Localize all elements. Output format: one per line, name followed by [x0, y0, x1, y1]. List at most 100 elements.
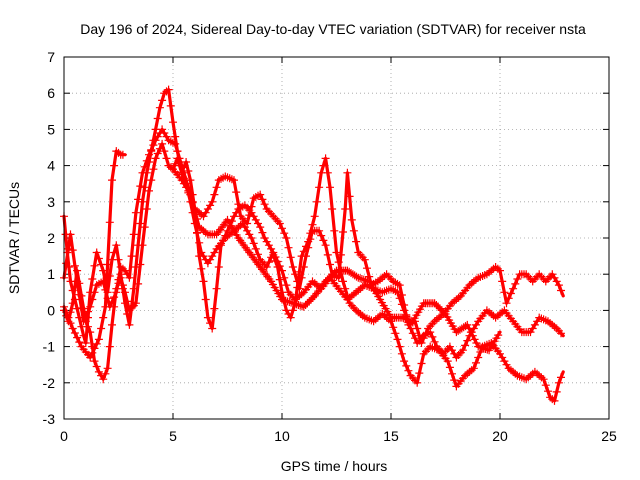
plus-marker	[230, 176, 238, 185]
plus-marker	[256, 223, 265, 232]
plus-marker	[466, 328, 475, 337]
plus-marker	[70, 261, 79, 270]
plus-marker	[494, 331, 503, 340]
plus-marker	[539, 375, 548, 384]
plus-marker	[256, 190, 265, 199]
plus-marker	[212, 183, 221, 192]
plus-marker	[293, 277, 302, 286]
plus-marker	[347, 215, 356, 224]
plus-marker	[179, 168, 188, 177]
plus-marker	[343, 291, 352, 300]
plus-marker	[77, 304, 86, 312]
plus-marker	[88, 275, 97, 283]
plus-marker	[472, 339, 481, 347]
plus-marker	[463, 336, 472, 345]
plus-marker	[280, 229, 289, 238]
plus-marker	[99, 375, 108, 384]
plus-marker	[291, 270, 300, 279]
plus-marker	[145, 186, 153, 195]
y-tick-label: 0	[47, 302, 55, 318]
plus-marker	[86, 328, 95, 337]
plus-marker	[315, 183, 324, 192]
plus-marker	[136, 219, 145, 228]
plus-marker	[68, 246, 77, 255]
plus-marker	[94, 254, 103, 263]
markers-trace-5	[169, 165, 503, 355]
plus-marker	[437, 306, 446, 315]
y-axis-label: SDTVAR / TECUs	[6, 182, 22, 294]
plus-marker	[247, 234, 256, 242]
plus-marker	[92, 248, 101, 257]
plus-marker	[474, 353, 483, 362]
plus-marker	[110, 161, 119, 170]
plus-marker	[325, 273, 334, 282]
plus-marker	[332, 248, 341, 257]
plus-marker	[90, 288, 99, 297]
plus-marker	[121, 288, 129, 297]
plus-marker	[397, 349, 406, 358]
plus-marker	[164, 85, 173, 94]
plus-marker	[140, 223, 149, 232]
plus-marker	[321, 154, 330, 163]
plus-marker	[308, 293, 317, 302]
plus-marker	[249, 239, 258, 248]
plus-marker	[428, 332, 437, 341]
plus-marker	[103, 364, 112, 373]
plus-marker	[64, 313, 73, 322]
plus-marker	[550, 396, 559, 405]
plus-marker	[281, 296, 290, 305]
plus-marker	[105, 342, 114, 351]
plus-marker	[114, 275, 123, 284]
plus-marker	[295, 284, 304, 293]
plus-marker	[188, 198, 197, 207]
plus-marker	[79, 317, 88, 326]
plus-marker	[389, 323, 398, 332]
plus-marker	[336, 250, 345, 259]
plus-marker	[147, 176, 156, 185]
plus-marker	[217, 241, 225, 250]
y-tick-label: -3	[43, 411, 56, 427]
plus-marker	[90, 357, 99, 366]
plus-marker	[299, 263, 308, 271]
plus-marker	[92, 362, 101, 371]
plus-marker	[554, 378, 563, 387]
plus-marker	[339, 228, 347, 236]
plus-marker	[101, 369, 110, 378]
plus-marker	[153, 149, 162, 158]
plus-marker	[498, 277, 507, 286]
plus-marker	[210, 304, 219, 313]
plus-marker	[101, 302, 110, 311]
plus-marker	[79, 331, 88, 340]
plus-marker	[245, 211, 254, 220]
plus-marker	[339, 277, 347, 286]
plus-marker	[212, 284, 221, 293]
plus-marker	[286, 253, 295, 262]
chart-title: Day 196 of 2024, Sidereal Day-to-day VTE…	[80, 21, 586, 37]
plus-marker	[149, 165, 158, 174]
plus-marker	[349, 226, 358, 235]
plus-marker	[195, 252, 204, 261]
plus-marker	[445, 363, 454, 372]
plus-marker	[66, 319, 75, 328]
plus-marker	[306, 235, 315, 244]
plus-marker	[99, 313, 108, 322]
plus-marker	[417, 339, 426, 347]
plus-marker	[397, 291, 406, 299]
plus-marker	[193, 228, 201, 237]
plus-marker	[511, 279, 520, 288]
plus-marker	[105, 218, 114, 227]
plus-marker	[193, 215, 201, 223]
plus-marker	[177, 161, 186, 170]
plus-marker	[208, 197, 217, 206]
plus-marker	[415, 369, 424, 378]
plus-marker	[151, 154, 160, 163]
plus-marker	[465, 324, 474, 333]
y-tick-label: 7	[47, 49, 55, 65]
plus-marker	[450, 376, 459, 385]
plus-marker	[64, 244, 73, 253]
plus-marker	[88, 348, 97, 357]
plus-marker	[90, 344, 99, 353]
plus-marker	[343, 168, 352, 177]
plus-marker	[297, 273, 306, 282]
plus-marker	[282, 281, 291, 290]
